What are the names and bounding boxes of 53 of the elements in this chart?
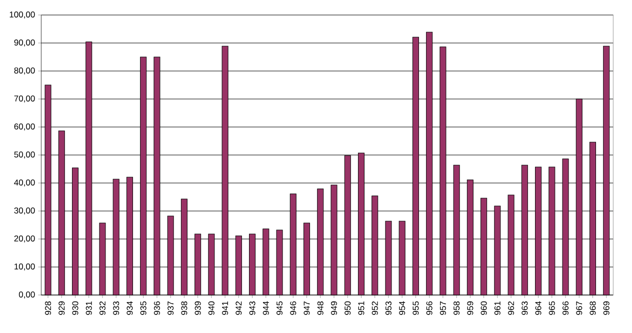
x-tick-label: 951 bbox=[358, 301, 364, 315]
y-tick-label: 10,00 bbox=[14, 263, 35, 271]
x-tick-label: 933 bbox=[113, 301, 120, 315]
y-tick-label: 90,00 bbox=[14, 39, 35, 47]
x-tick-label: 943 bbox=[249, 301, 256, 315]
x-tick-label: 948 bbox=[317, 301, 324, 315]
x-tick-label: 960 bbox=[480, 301, 487, 315]
y-tick-label: 30,00 bbox=[14, 207, 35, 215]
x-tick-label: 949 bbox=[331, 301, 338, 315]
x-tick-label: 947 bbox=[304, 301, 310, 315]
y-tick-label: 60,00 bbox=[14, 123, 35, 131]
x-tick-label: 945 bbox=[276, 301, 283, 315]
x-tick-label: 964 bbox=[535, 301, 542, 315]
x-tick-label: 969 bbox=[603, 301, 610, 315]
y-tick-label: 50,00 bbox=[14, 151, 35, 159]
x-tick-label: 942 bbox=[236, 301, 242, 315]
x-tick-label: 959 bbox=[467, 301, 474, 315]
x-tick-label: 961 bbox=[494, 301, 500, 315]
x-tick-label: 952 bbox=[372, 301, 378, 315]
y-tick-label: 0,00 bbox=[18, 291, 35, 299]
x-tick-label: 929 bbox=[58, 301, 65, 315]
x-tick-label: 963 bbox=[522, 301, 528, 315]
x-tick-label: 962 bbox=[508, 301, 514, 315]
x-tick-label: 940 bbox=[208, 301, 214, 315]
x-tick-label: 957 bbox=[440, 301, 446, 315]
x-tick-label: 934 bbox=[126, 301, 133, 315]
x-tick-label: 938 bbox=[181, 301, 188, 315]
x-tick-label: 944 bbox=[262, 301, 269, 315]
x-tick-label: 946 bbox=[290, 301, 296, 315]
x-tick-label: 954 bbox=[399, 301, 406, 315]
x-tick-label: 930 bbox=[72, 301, 78, 315]
x-tick-label: 958 bbox=[454, 301, 460, 315]
x-tick-label: 935 bbox=[140, 301, 146, 315]
x-tick-label: 966 bbox=[562, 301, 569, 315]
x-tick-label: 956 bbox=[426, 301, 432, 315]
x-tick-label: 931 bbox=[86, 301, 92, 315]
y-tick-label: 40,00 bbox=[14, 179, 35, 187]
x-tick-label: 937 bbox=[168, 301, 174, 315]
x-tick-label: 953 bbox=[385, 301, 392, 315]
x-tick-label: 968 bbox=[590, 301, 596, 315]
x-tick-label: 955 bbox=[412, 301, 419, 315]
x-tick-label: 932 bbox=[99, 301, 106, 315]
x-tick-label: 950 bbox=[344, 301, 351, 315]
x-tick-label: 936 bbox=[154, 301, 160, 315]
x-tick-label: 939 bbox=[194, 301, 201, 315]
y-tick-label: 20,00 bbox=[14, 235, 35, 243]
x-tick-label: 965 bbox=[548, 301, 555, 315]
y-tick-label: 100,00 bbox=[10, 12, 35, 19]
y-tick-label: 80,00 bbox=[14, 67, 35, 75]
x-tick-label: 967 bbox=[576, 301, 582, 315]
x-tick-label: 941 bbox=[222, 301, 228, 315]
y-tick-label: 70,00 bbox=[14, 95, 35, 103]
x-tick-label: 928 bbox=[45, 301, 52, 315]
